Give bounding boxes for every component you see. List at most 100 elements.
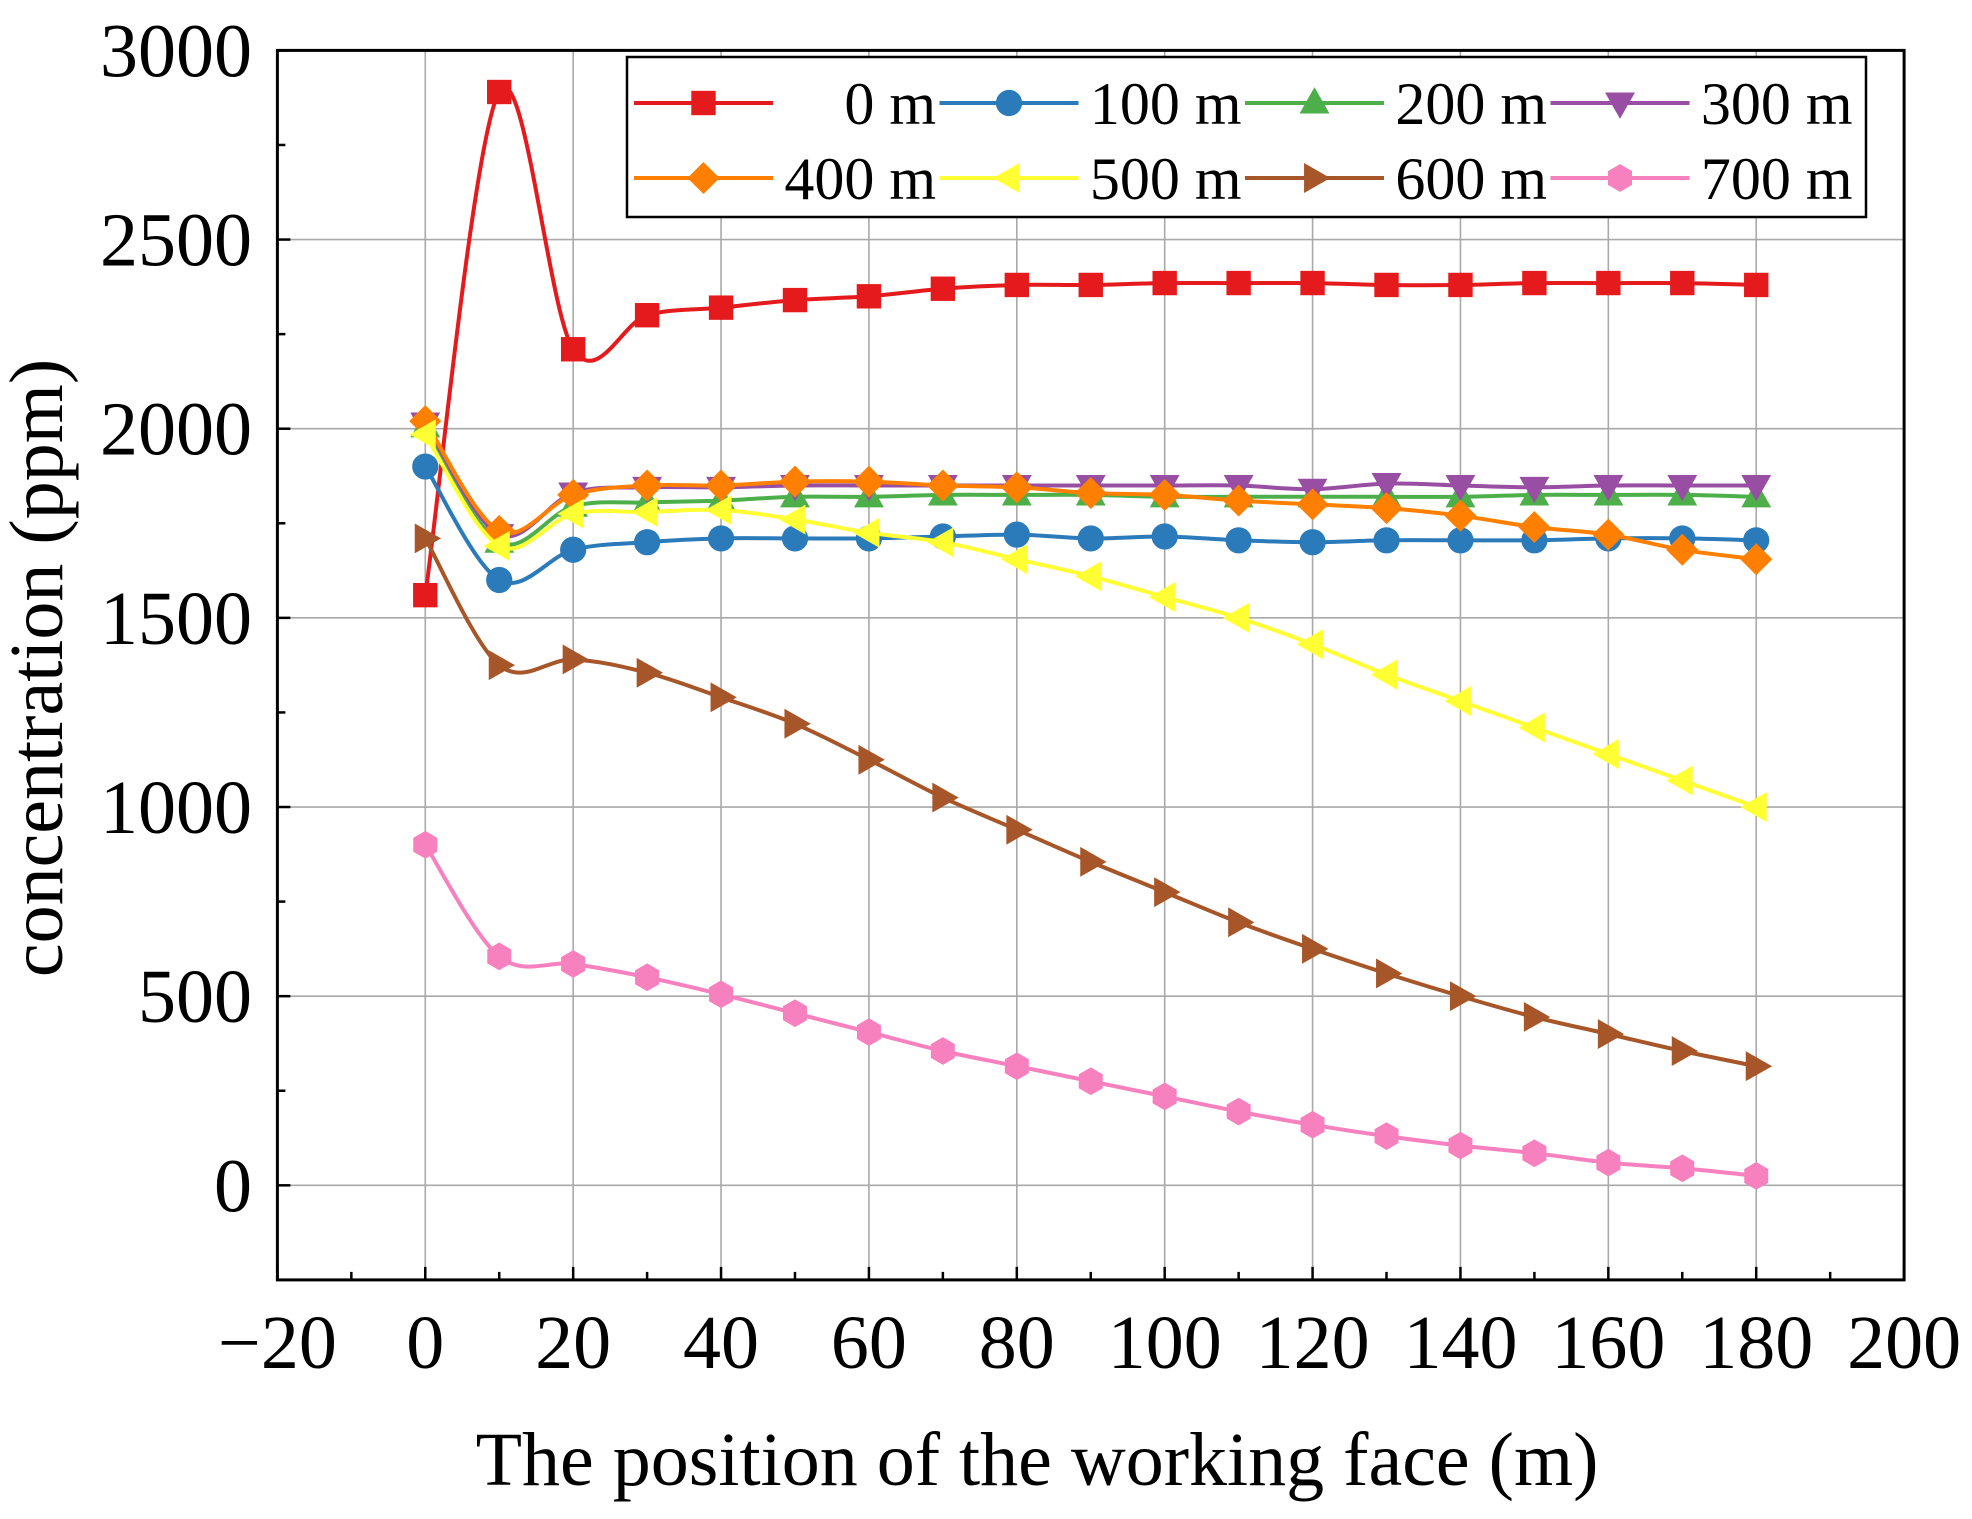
data-point [1670, 1154, 1695, 1183]
data-point [853, 517, 880, 548]
legend-marker [691, 90, 716, 116]
x-tick-label: 180 [1699, 1301, 1813, 1385]
data-point [858, 744, 885, 775]
data-point [1152, 1082, 1177, 1111]
data-point [1667, 474, 1698, 502]
data-point [778, 465, 811, 498]
data-point [1228, 907, 1255, 938]
data-point [1074, 477, 1107, 510]
data-point [1592, 739, 1619, 769]
data-point [1371, 473, 1402, 500]
data-point [636, 657, 663, 688]
legend-marker [995, 89, 1023, 117]
data-point [488, 650, 516, 681]
data-point [1006, 814, 1033, 845]
data-point [1592, 518, 1625, 551]
data-point [1523, 1002, 1551, 1032]
legend-label: 500 m [1090, 146, 1242, 212]
legend-label: 0 m [844, 71, 936, 137]
data-point [487, 79, 512, 105]
legend-item: 500 m [939, 146, 1242, 212]
y-tick-label: 3000 [100, 9, 252, 93]
series-layer [409, 79, 1773, 1190]
data-point [412, 453, 439, 480]
data-point [784, 708, 811, 739]
legend-item: 400 m [634, 146, 936, 212]
data-point [1004, 1052, 1029, 1081]
legend-label: 100 m [1090, 71, 1242, 137]
data-point [1518, 712, 1545, 743]
data-point [1593, 474, 1624, 502]
legend-label: 300 m [1701, 71, 1853, 137]
x-tick-label: 160 [1551, 1301, 1665, 1385]
y-axis-title: concentration (ppm) [0, 359, 79, 977]
data-point [1000, 471, 1033, 504]
data-point [560, 337, 586, 362]
x-tick-label: 60 [831, 1301, 907, 1385]
x-tick-label: 20 [535, 1301, 611, 1385]
legend-marker [1605, 92, 1635, 119]
series-500m [409, 419, 1767, 822]
data-point [1373, 527, 1400, 554]
data-point [1444, 499, 1477, 532]
data-point [1299, 529, 1326, 556]
y-tick-label: 500 [138, 955, 252, 1039]
data-point [1744, 1162, 1769, 1190]
data-point [631, 469, 664, 502]
y-tick-label: 1500 [100, 577, 252, 661]
data-point [635, 963, 660, 992]
data-point [932, 782, 959, 813]
data-point [1449, 981, 1477, 1012]
data-point [782, 999, 807, 1028]
data-point [1074, 561, 1102, 592]
data-point [1003, 521, 1030, 548]
data-point [1596, 1148, 1621, 1177]
data-point [930, 276, 956, 301]
data-point [1225, 527, 1252, 554]
data-point [1300, 1110, 1325, 1139]
data-point [856, 284, 882, 309]
data-point [487, 942, 512, 971]
data-point [1522, 1139, 1547, 1168]
legend-item: 0 m [634, 71, 936, 137]
data-point [486, 566, 513, 594]
x-tick-label: 140 [1403, 1301, 1517, 1385]
data-point [705, 469, 738, 502]
data-point [1445, 474, 1476, 502]
data-point [1302, 933, 1329, 964]
data-point [927, 527, 954, 558]
data-point [782, 287, 808, 313]
data-point [852, 465, 885, 498]
legend-item: 200 m [1245, 71, 1547, 137]
data-point [1518, 511, 1551, 544]
data-point [1148, 582, 1176, 612]
data-point [1077, 525, 1104, 552]
data-point [708, 295, 734, 320]
data-point [561, 950, 586, 978]
data-point [557, 498, 584, 529]
data-point [1740, 792, 1767, 822]
data-point [409, 419, 436, 450]
x-tick-label: 0 [406, 1301, 444, 1385]
data-point [1448, 272, 1473, 298]
series-600m [414, 523, 1773, 1082]
data-point [710, 682, 737, 713]
data-point [1152, 270, 1177, 296]
x-tick-label: 120 [1256, 1301, 1370, 1385]
y-tick-label: 2000 [100, 388, 252, 472]
data-point [1597, 1019, 1625, 1049]
legend-label: 200 m [1395, 71, 1547, 137]
data-point [1596, 270, 1621, 296]
legend-marker [687, 162, 720, 194]
data-point [1078, 1067, 1103, 1096]
data-point [1078, 272, 1103, 298]
data-point [1741, 474, 1772, 502]
data-point [1519, 476, 1550, 504]
data-point [1670, 270, 1695, 296]
legend-label: 600 m [1395, 146, 1547, 212]
x-tick-label: −20 [218, 1301, 337, 1385]
data-point [1300, 270, 1325, 296]
data-point [1376, 958, 1403, 989]
data-point [634, 303, 660, 328]
data-point [414, 523, 442, 554]
